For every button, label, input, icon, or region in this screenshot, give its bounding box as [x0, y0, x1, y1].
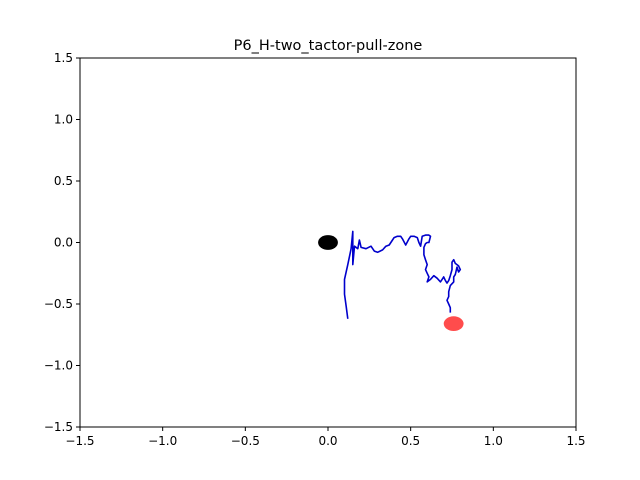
target-marker	[443, 316, 464, 332]
x-tick-label: −1.0	[148, 434, 177, 448]
x-axis-ticks: −1.5 −1.0 −0.5 0.0 0.5 1.0 1.5	[65, 427, 586, 448]
y-tick-label: −1.5	[44, 420, 73, 434]
x-tick-label: −0.5	[231, 434, 260, 448]
trajectory-line	[343, 230, 462, 319]
x-tick-label: −1.5	[65, 434, 94, 448]
start-marker	[318, 235, 338, 250]
y-tick-label: 0.0	[54, 236, 73, 250]
x-tick-label: 0.5	[401, 434, 420, 448]
trajectory-series	[343, 230, 462, 319]
chart-title: P6_H-two_tactor-pull-zone	[234, 38, 423, 54]
y-tick-label: 1.5	[54, 51, 73, 65]
y-tick-label: 1.0	[54, 113, 73, 127]
y-axis-ticks: −1.5 −1.0 −0.5 0.0 0.5 1.0 1.5	[44, 51, 80, 434]
x-tick-label: 1.0	[484, 434, 503, 448]
x-tick-label: 0.0	[318, 434, 337, 448]
y-tick-label: −1.0	[44, 359, 73, 373]
y-tick-label: 0.5	[54, 174, 73, 188]
markers	[318, 235, 464, 332]
x-tick-label: 1.5	[566, 434, 585, 448]
y-tick-label: −0.5	[44, 297, 73, 311]
